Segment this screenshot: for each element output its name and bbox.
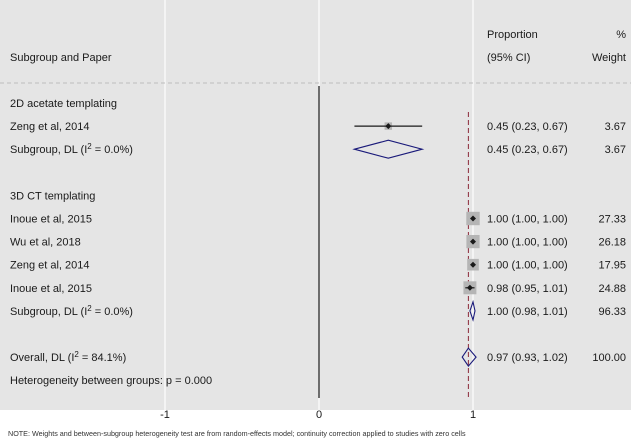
header-weight-bottom: Weight bbox=[592, 52, 626, 64]
ci-text: 1.00 (1.00, 1.00) bbox=[487, 237, 568, 249]
overall-diamond bbox=[461, 347, 477, 368]
header-estimate-bottom: (95% CI) bbox=[487, 52, 530, 64]
header-label: Subgroup and Paper bbox=[10, 52, 112, 64]
point-estimate bbox=[470, 238, 476, 245]
plot-background bbox=[0, 0, 631, 410]
weight-text: 17.95 bbox=[598, 260, 626, 272]
subgroup-label: Subgroup, DL (I2 = 0.0%) bbox=[10, 142, 133, 157]
reference-lines bbox=[318, 86, 469, 398]
point-estimate bbox=[470, 261, 476, 268]
x-tick-label: 1 bbox=[470, 409, 476, 421]
study-label: Zeng et al, 2014 bbox=[10, 121, 90, 133]
weight-text: 3.67 bbox=[605, 121, 626, 133]
study-label: Zeng et al, 2014 bbox=[10, 260, 90, 272]
subgroup-label: Subgroup, DL (I2 = 0.0%) bbox=[10, 303, 133, 318]
x-tick-label: 0 bbox=[316, 409, 322, 421]
study-label: Inoue et al, 2015 bbox=[10, 283, 92, 295]
header-weight-top: % bbox=[616, 29, 626, 41]
ci-text: 0.45 (0.23, 0.67) bbox=[487, 144, 568, 156]
plot-marks bbox=[352, 122, 480, 368]
group-label: 2D acetate templating bbox=[10, 98, 117, 110]
ci-text: 1.00 (0.98, 1.01) bbox=[487, 306, 568, 318]
point-estimate bbox=[466, 284, 473, 291]
ci-text: 1.00 (1.00, 1.00) bbox=[487, 214, 568, 226]
point-estimate bbox=[385, 123, 392, 130]
subgroup-diamond bbox=[469, 299, 476, 322]
ci-text: 0.45 (0.23, 0.67) bbox=[487, 121, 568, 133]
row-labels: 2D acetate templating Zeng et al, 2014 0.4… bbox=[10, 98, 626, 387]
weight-text: 24.88 bbox=[598, 283, 626, 295]
header-estimate-top: Proportion bbox=[487, 29, 538, 41]
footnote: NOTE: Weights and between-subgroup heter… bbox=[8, 429, 466, 438]
weight-text: 96.33 bbox=[598, 306, 626, 318]
ci-text: 1.00 (1.00, 1.00) bbox=[487, 260, 568, 272]
weight-text: 100.00 bbox=[592, 352, 626, 364]
study-label: Inoue et al, 2015 bbox=[10, 214, 92, 226]
point-estimate bbox=[470, 215, 476, 222]
x-axis-ticks: -1 0 1 bbox=[160, 409, 476, 421]
weight-text: 27.33 bbox=[598, 214, 626, 226]
group-label: 3D CT templating bbox=[10, 190, 95, 202]
ci-text: 0.98 (0.95, 1.01) bbox=[487, 283, 568, 295]
weight-text: 26.18 bbox=[598, 237, 626, 249]
subgroup-diamond bbox=[352, 139, 425, 159]
text-label: Heterogeneity between groups: p = 0.000 bbox=[10, 375, 212, 387]
ci-text: 0.97 (0.93, 1.02) bbox=[487, 352, 568, 364]
x-tick-label: -1 bbox=[160, 409, 170, 421]
weight-text: 3.67 bbox=[605, 144, 626, 156]
study-label: Wu et al, 2018 bbox=[10, 237, 81, 249]
overall-label: Overall, DL (I2 = 84.1%) bbox=[10, 350, 126, 365]
